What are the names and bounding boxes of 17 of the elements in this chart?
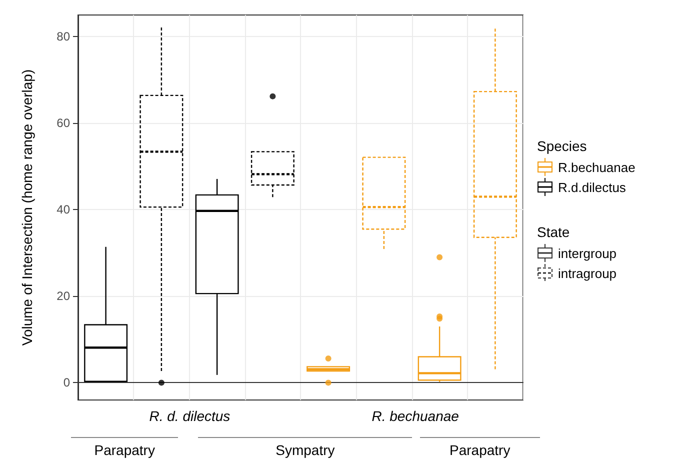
text: Parapatry [420, 437, 540, 458]
text: R. d. dilectus [149, 408, 230, 424]
y-tick-label: 80 [56, 30, 70, 44]
text: intragroup [558, 266, 617, 280]
legend-label: R.bechuanae [558, 160, 636, 174]
text: Sympatry [198, 437, 412, 458]
text: intergroup [558, 246, 617, 260]
legend-label: R.d.dilectus [558, 180, 626, 194]
text: State [537, 224, 571, 240]
text: R. bechuanae [372, 408, 459, 424]
y-tick-label: 20 [56, 289, 70, 304]
y-axis-title: Volume of Intersection (home range overlap) [19, 69, 35, 346]
y-tick-label: 40 [56, 202, 70, 217]
y-tick-label: 60 [56, 116, 70, 130]
text: Parapatry [70, 437, 178, 458]
legend-title: Species [537, 138, 588, 154]
y-tick-label: 0 [63, 376, 70, 390]
